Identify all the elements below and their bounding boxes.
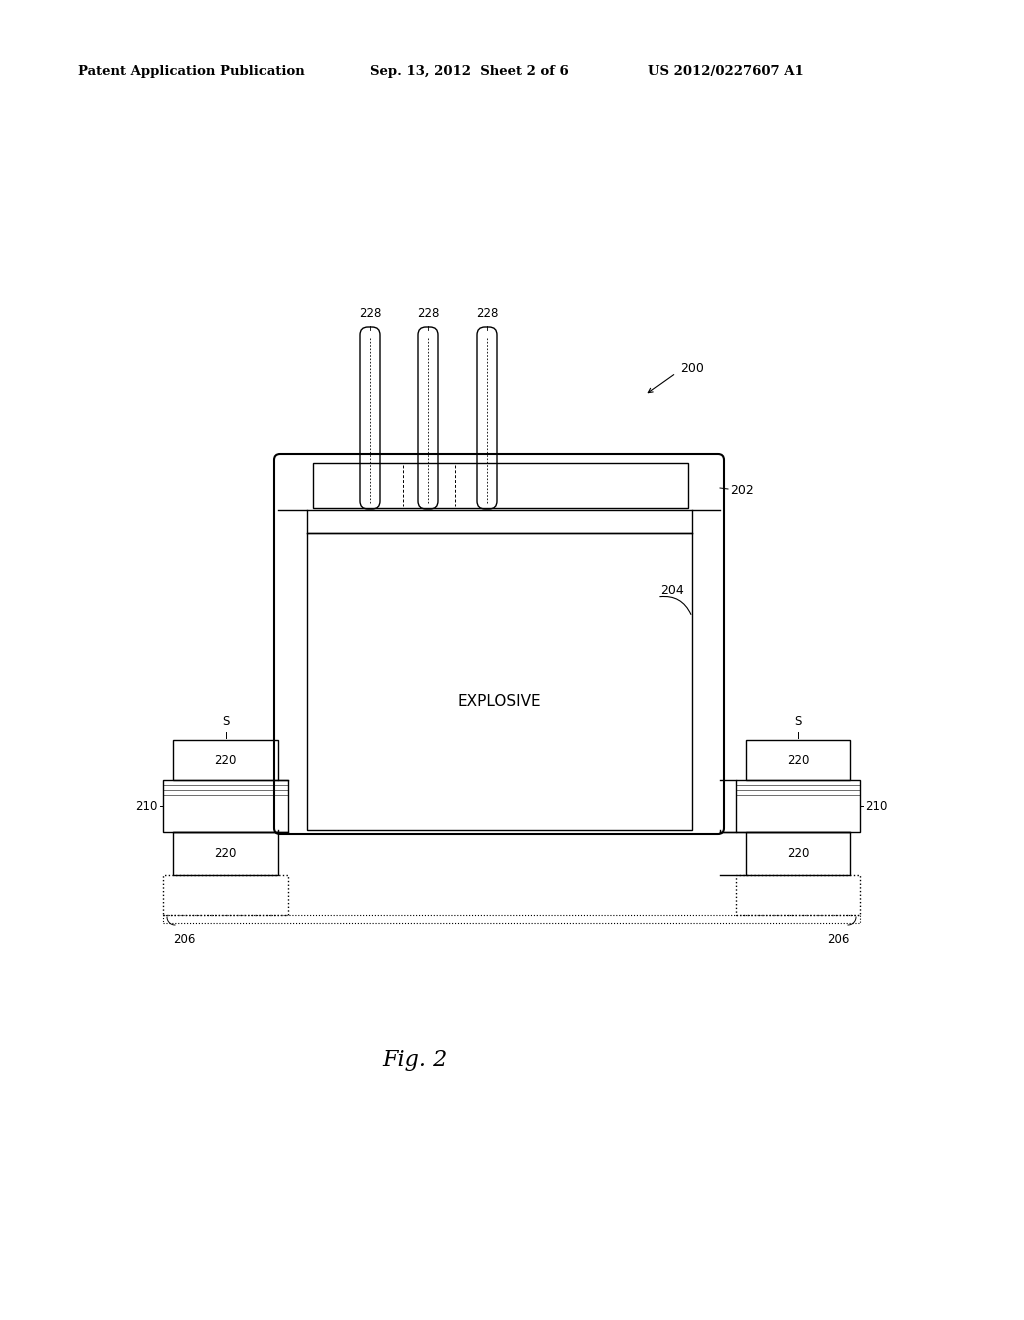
Text: 228: 228 [358, 308, 381, 319]
Text: 204: 204 [660, 583, 684, 597]
Bar [163, 780, 288, 832]
Text: US 2012/0227607 A1: US 2012/0227607 A1 [648, 66, 804, 78]
Text: 210: 210 [135, 800, 158, 813]
Text: 220: 220 [214, 847, 237, 861]
Text: 210: 210 [865, 800, 888, 813]
Bar [736, 875, 860, 915]
Text: Patent Application Publication: Patent Application Publication [78, 66, 305, 78]
Text: Fig. 2: Fig. 2 [382, 1049, 447, 1071]
Text: EXPLOSIVE: EXPLOSIVE [458, 694, 542, 709]
Text: 200: 200 [680, 362, 703, 375]
Text: 220: 220 [786, 754, 809, 767]
Bar [746, 832, 850, 875]
Text: 202: 202 [730, 483, 754, 496]
Bar [307, 533, 692, 830]
Bar [173, 832, 278, 875]
Text: 220: 220 [786, 847, 809, 861]
Text: 220: 220 [214, 754, 237, 767]
Bar [746, 741, 850, 780]
Text: S: S [222, 715, 229, 729]
Text: 206: 206 [173, 933, 196, 946]
Text: 228: 228 [476, 308, 499, 319]
Bar [173, 741, 278, 780]
Bar [163, 875, 288, 915]
Text: Sep. 13, 2012  Sheet 2 of 6: Sep. 13, 2012 Sheet 2 of 6 [370, 66, 568, 78]
Bar [163, 915, 860, 923]
Text: 206: 206 [827, 933, 850, 946]
Bar [313, 463, 688, 508]
Bar [736, 780, 860, 832]
Text: S: S [795, 715, 802, 729]
Text: 228: 228 [417, 308, 439, 319]
